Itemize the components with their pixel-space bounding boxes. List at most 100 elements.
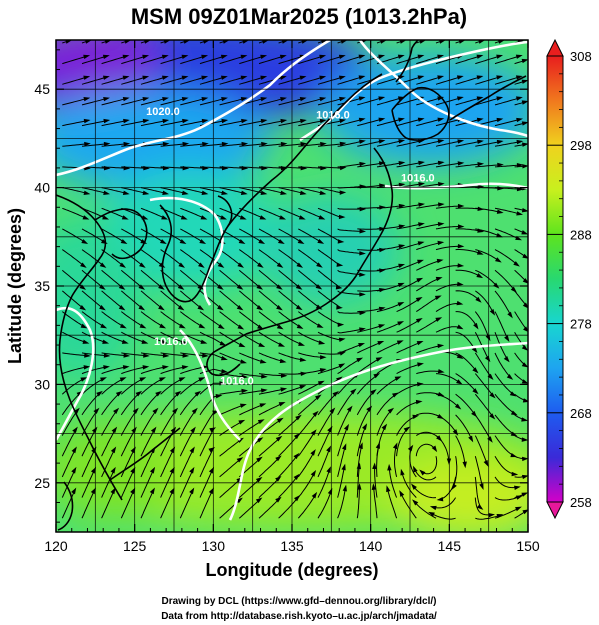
- streamline: [120, 377, 145, 395]
- streamline: [278, 474, 299, 498]
- streamline-arrowhead: [256, 305, 264, 311]
- streamline: [239, 207, 265, 220]
- streamline: [394, 444, 398, 478]
- streamline-arrowhead: [522, 509, 528, 515]
- streamline: [199, 290, 223, 310]
- coastlines: [56, 40, 527, 531]
- streamline-arrowhead: [523, 326, 528, 332]
- streamline-arrowhead: [299, 385, 307, 390]
- streamline-arrowhead: [139, 377, 147, 382]
- streamline-arrowhead: [478, 40, 486, 44]
- streamline: [120, 290, 144, 310]
- streamline: [356, 373, 379, 395]
- streamline-arrowhead: [278, 342, 286, 347]
- streamline-arrowhead: [300, 371, 308, 376]
- streamline-arrowhead: [181, 54, 189, 59]
- streamline-arrowhead: [454, 403, 462, 410]
- streamline-arrowhead: [241, 118, 248, 124]
- streamline: [278, 228, 303, 244]
- streamline-arrowhead: [103, 365, 110, 370]
- streamline: [494, 435, 516, 457]
- streamline-arrowhead: [190, 426, 196, 434]
- streamline: [199, 447, 214, 478]
- streamline: [474, 393, 495, 419]
- streamline: [239, 403, 265, 416]
- streamline-arrowhead: [220, 215, 228, 220]
- streamline-arrowhead: [436, 497, 444, 502]
- streamline: [140, 447, 155, 478]
- streamline-arrowhead: [149, 487, 155, 495]
- streamline-arrowhead: [373, 373, 381, 379]
- streamline-arrowhead: [238, 342, 246, 348]
- streamline-arrowhead: [163, 40, 171, 44]
- streamline-arrowhead: [437, 75, 445, 80]
- streamline: [388, 465, 398, 498]
- streamline-arrowhead: [240, 96, 248, 102]
- streamline: [356, 406, 372, 436]
- streamline: [317, 290, 342, 309]
- streamline-arrowhead: [521, 437, 528, 442]
- streamline-arrowhead: [96, 390, 103, 397]
- streamline: [415, 443, 437, 457]
- streamline-arrowhead: [378, 117, 386, 122]
- streamline-arrowhead: [358, 54, 366, 59]
- streamline-arrowhead: [437, 343, 445, 349]
- streamline-arrowhead: [240, 54, 248, 59]
- streamline-arrowhead: [507, 311, 513, 319]
- streamline: [61, 311, 86, 328]
- streamline: [160, 391, 181, 416]
- streamline: [199, 311, 224, 329]
- streamline: [416, 55, 443, 65]
- contour-1020-northeast: [358, 40, 528, 138]
- streamline-arrowhead: [473, 322, 479, 330]
- streamline-arrowhead: [222, 40, 230, 44]
- streamline-arrowhead: [357, 483, 362, 490]
- streamline-arrowhead: [131, 426, 137, 434]
- streamline-arrowhead: [279, 215, 287, 220]
- streamline: [258, 249, 283, 268]
- streamline: [258, 456, 281, 478]
- streamline-arrowhead: [319, 368, 327, 373]
- coastline-shikoku-kyushu: [206, 333, 247, 377]
- colorbar: 308 298 288 278 268 258: [546, 38, 592, 520]
- streamline-arrowhead: [260, 190, 268, 195]
- streamline: [455, 249, 483, 255]
- streamline-arrowhead: [142, 96, 150, 102]
- streamline: [179, 408, 197, 436]
- streamline-arrowhead: [436, 258, 444, 264]
- streamline-arrowhead: [181, 75, 189, 80]
- streamline-arrowhead: [119, 377, 127, 382]
- y-axis-label: Latitude (degrees): [5, 208, 25, 364]
- streamline: [81, 55, 108, 65]
- streamline: [337, 389, 356, 416]
- streamline: [81, 427, 97, 457]
- streamline-arrowhead: [337, 322, 345, 327]
- streamline-arrowhead: [438, 181, 445, 187]
- streamline: [258, 207, 285, 220]
- streamline-arrowhead: [398, 263, 406, 269]
- colorbar-tick-label: 298: [570, 138, 592, 153]
- streamline: [238, 477, 262, 498]
- streamline-arrowhead: [358, 96, 366, 101]
- streamline-arrowhead: [140, 239, 148, 245]
- streamline: [435, 76, 462, 85]
- streamline-arrowhead: [514, 485, 521, 490]
- streamline-arrowhead: [119, 323, 127, 329]
- streamline: [337, 445, 347, 478]
- streamline-arrowhead: [399, 40, 407, 44]
- streamline-arrowhead: [135, 390, 143, 397]
- streamline-arrowhead: [119, 262, 127, 268]
- y-tick-label: 35: [34, 278, 50, 294]
- streamline-arrowhead: [316, 262, 323, 268]
- contour-labels: 1020.0 1016.0 1016.0 1016.0 1016.0: [146, 106, 435, 388]
- streamline: [62, 228, 87, 244]
- streamline: [455, 373, 478, 394]
- streamline-arrowhead: [319, 75, 327, 80]
- streamline-arrowhead: [437, 392, 445, 397]
- streamline-arrowhead: [160, 239, 167, 245]
- streamline-arrowhead: [259, 215, 267, 220]
- streamline-arrowhead: [80, 377, 88, 382]
- streamline: [337, 425, 349, 457]
- streamline: [337, 373, 359, 395]
- streamline: [219, 331, 244, 347]
